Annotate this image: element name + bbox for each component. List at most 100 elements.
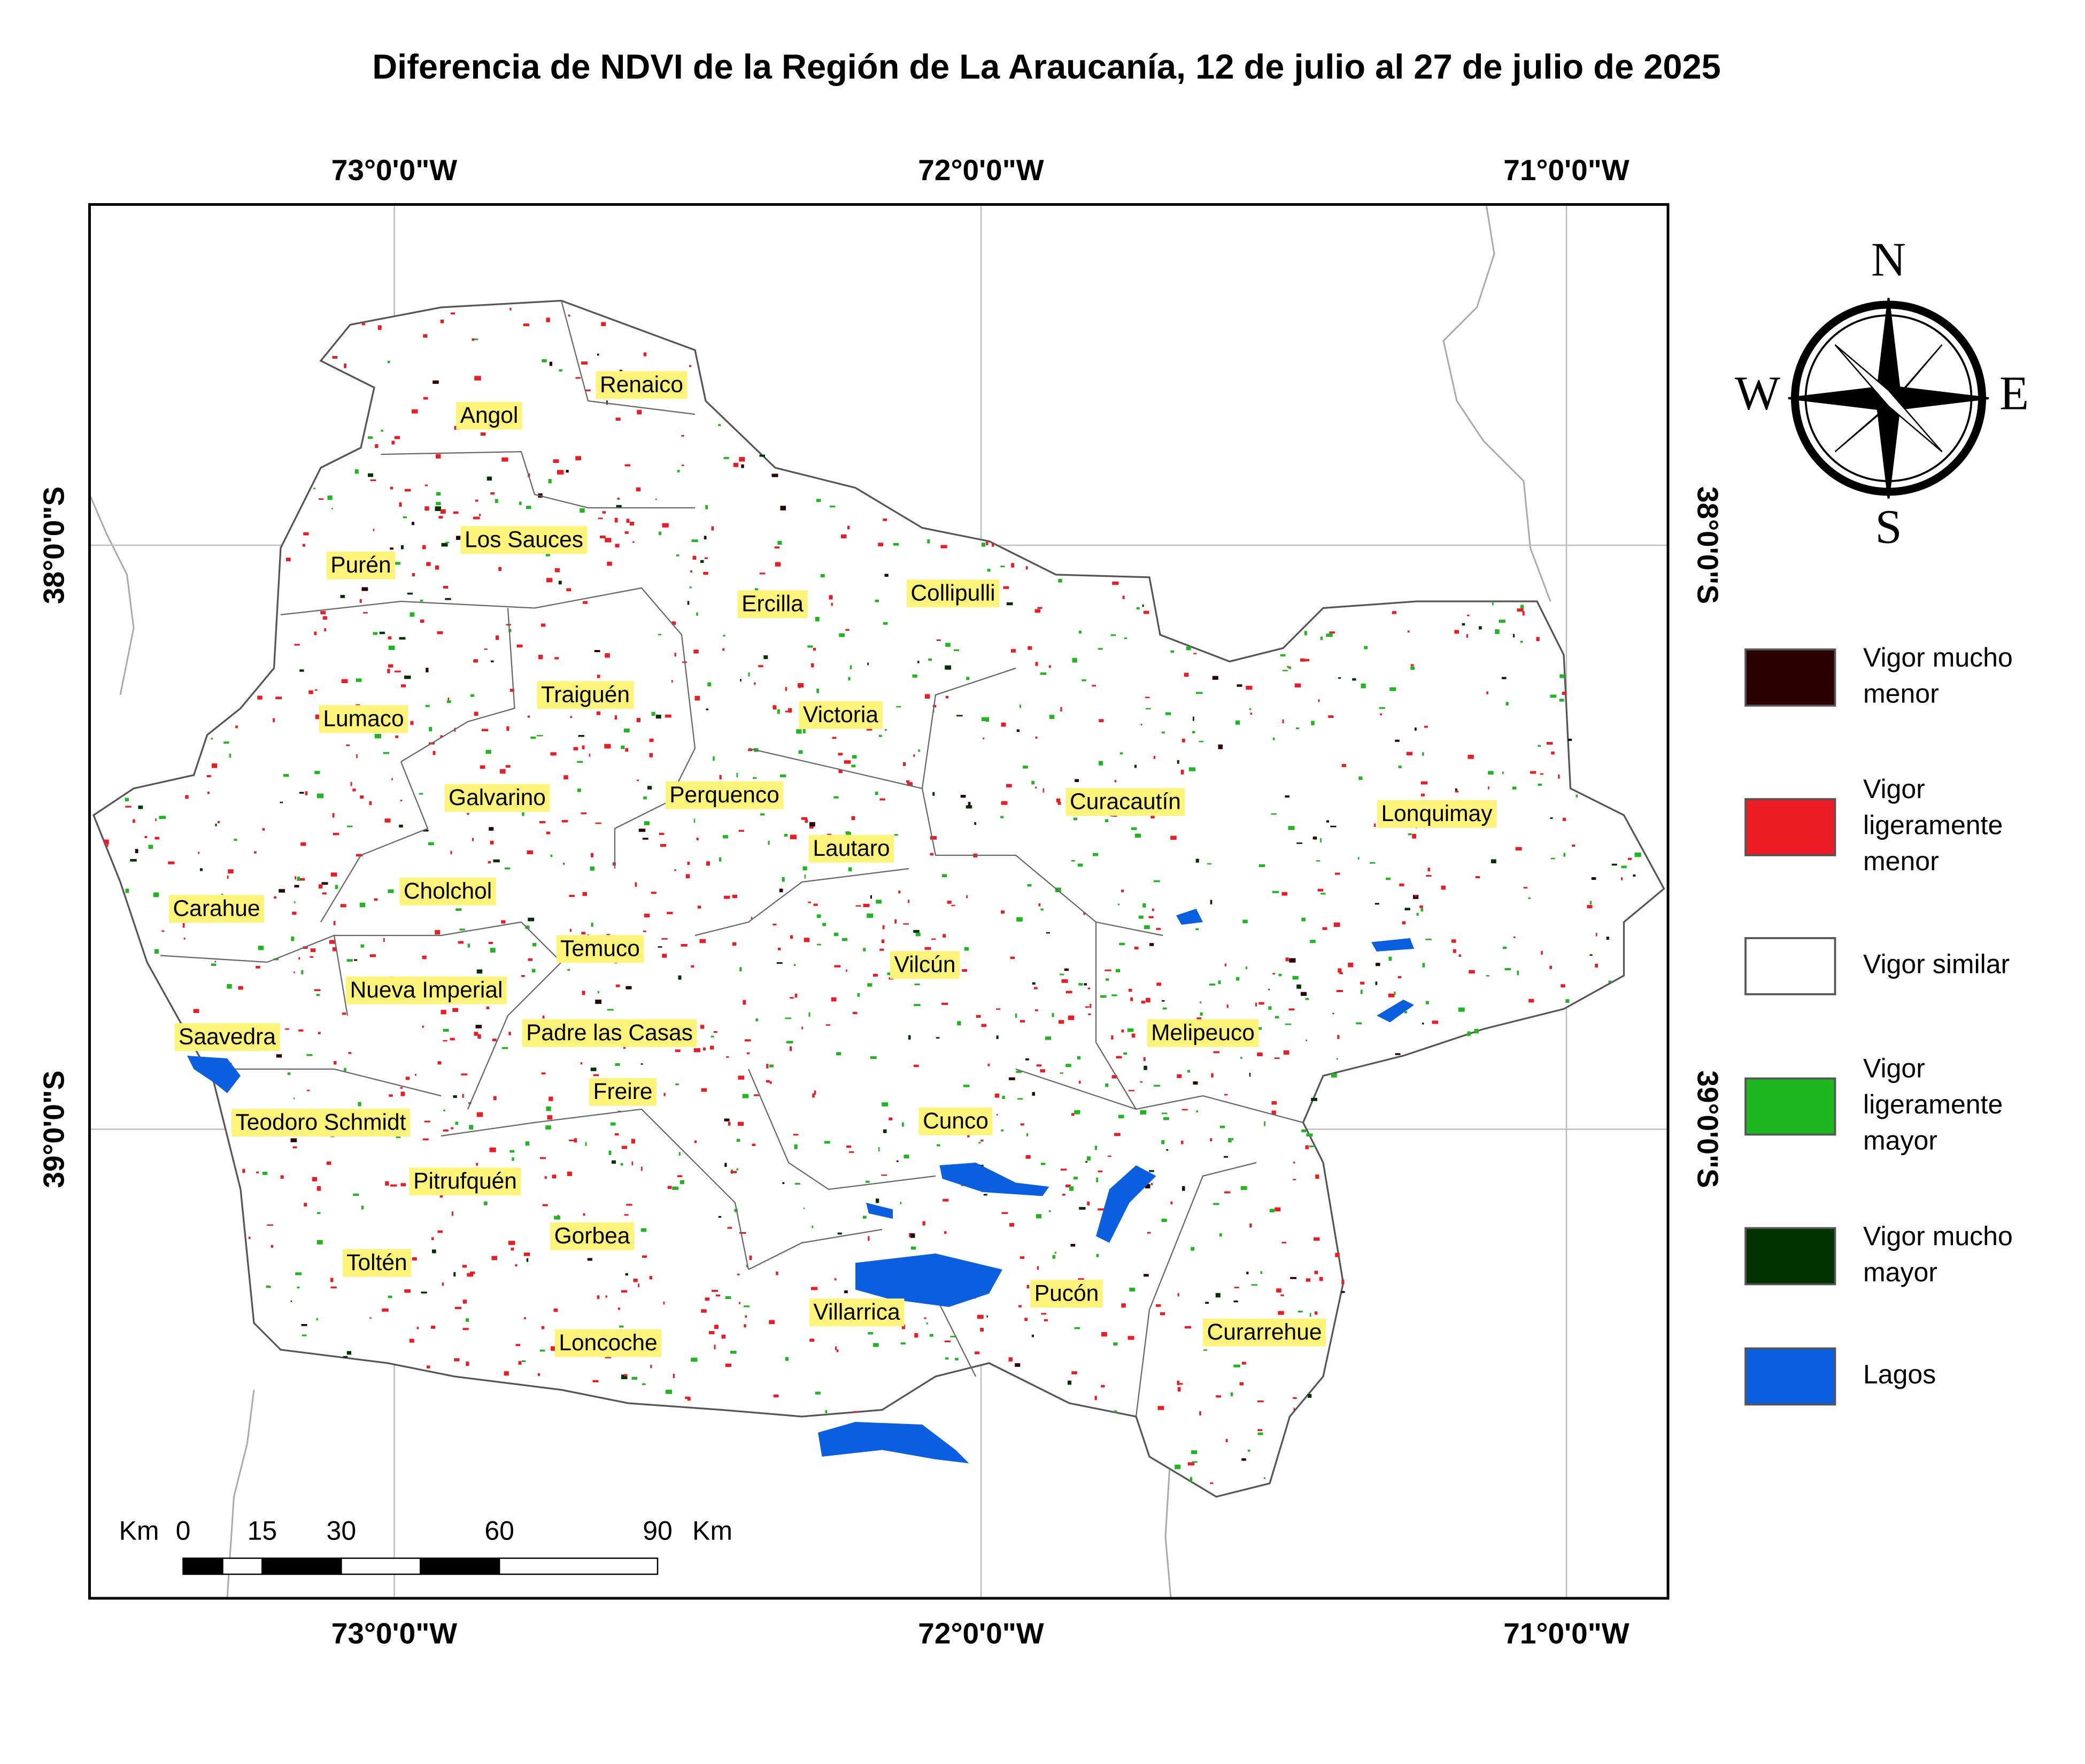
ndvi-patch — [707, 682, 712, 686]
ndvi-patch — [782, 877, 785, 882]
ndvi-patch — [1549, 965, 1553, 969]
ndvi-patch — [294, 644, 300, 646]
ndvi-patch — [354, 959, 358, 961]
ndvi-patch — [967, 1133, 970, 1138]
ndvi-patch — [581, 812, 587, 815]
ndvi-patch — [913, 930, 920, 933]
ndvi-patch — [332, 356, 337, 359]
commune-border — [280, 587, 682, 636]
ndvi-patch — [280, 1175, 284, 1179]
ndvi-patch — [476, 1112, 483, 1117]
ndvi-patch — [322, 892, 327, 895]
ndvi-patch — [1236, 977, 1240, 981]
ndvi-patch — [718, 424, 721, 426]
ndvi-patch — [621, 1374, 628, 1379]
ndvi-patch — [879, 798, 885, 801]
ndvi-patch — [632, 541, 635, 543]
ndvi-patch — [490, 840, 494, 845]
legend-label: ligeramente — [1863, 1089, 2003, 1119]
river-line — [226, 1389, 255, 1599]
ndvi-patch — [1170, 835, 1177, 840]
ndvi-patch — [1422, 1023, 1424, 1025]
ndvi-patch — [1077, 863, 1083, 867]
ndvi-patch — [375, 444, 379, 448]
ndvi-patch — [435, 930, 440, 935]
ndvi-patch — [751, 917, 753, 919]
ndvi-patch — [1281, 1242, 1286, 1243]
commune-label: Teodoro Schmidt — [236, 1110, 406, 1135]
ndvi-patch — [1233, 1364, 1240, 1367]
ndvi-patch — [1038, 903, 1041, 907]
ndvi-patch — [470, 1271, 475, 1274]
ndvi-patch — [303, 532, 309, 536]
ndvi-patch — [1121, 889, 1124, 893]
ndvi-patch — [1335, 872, 1340, 875]
label-background — [808, 834, 894, 863]
ndvi-patch — [421, 1291, 427, 1294]
ndvi-patch — [302, 1334, 307, 1336]
ndvi-patch — [747, 1052, 750, 1055]
legend-swatch — [1744, 798, 1836, 856]
commune-label-group: Gorbea — [550, 1222, 635, 1250]
ndvi-patch — [1426, 875, 1432, 877]
ndvi-patch — [1369, 862, 1376, 864]
ndvi-patch — [954, 649, 959, 651]
ndvi-patch — [410, 612, 415, 617]
ndvi-patch — [257, 695, 262, 700]
ndvi-patch — [1296, 984, 1301, 989]
ndvi-patch — [1082, 679, 1086, 682]
ndvi-patch — [155, 949, 159, 954]
ndvi-patch — [451, 1127, 454, 1129]
ndvi-patch — [875, 599, 879, 602]
ndvi-patch — [452, 1211, 453, 1216]
ndvi-patch — [631, 1161, 634, 1165]
ndvi-patch — [1407, 630, 1410, 633]
ndvi-patch — [1499, 620, 1505, 623]
ndvi-patch — [1150, 1183, 1153, 1186]
ndvi-patch — [1337, 1035, 1340, 1039]
ndvi-patch — [624, 729, 630, 733]
ndvi-patch — [1504, 968, 1511, 971]
ndvi-patch — [280, 801, 283, 803]
ndvi-patch — [769, 1064, 774, 1067]
ndvi-patch — [1016, 917, 1023, 922]
ndvi-patch — [1078, 983, 1083, 986]
ndvi-patch — [1154, 1085, 1160, 1087]
ndvi-patch — [432, 1249, 436, 1254]
ndvi-patch — [585, 1142, 587, 1146]
ndvi-patch — [945, 696, 949, 699]
ndvi-patch — [582, 892, 587, 896]
ndvi-patch — [914, 1333, 918, 1338]
compass-south: S — [1875, 501, 1902, 554]
ndvi-patch — [601, 322, 606, 326]
ndvi-patch — [910, 1247, 916, 1250]
ndvi-patch — [748, 672, 750, 677]
ndvi-patch — [1062, 1194, 1065, 1196]
ndvi-patch — [883, 1129, 887, 1133]
ndvi-patch — [1590, 901, 1592, 904]
ndvi-patch — [1031, 1334, 1034, 1337]
legend-label: mayor — [1863, 1257, 1937, 1287]
ndvi-patch — [1275, 1016, 1279, 1019]
ndvi-patch — [842, 938, 847, 941]
scale-segment — [261, 1557, 342, 1575]
ndvi-patch — [1311, 721, 1315, 725]
ndvi-patch — [705, 1297, 710, 1301]
ndvi-patch — [930, 853, 933, 856]
ndvi-patch — [1210, 1138, 1213, 1142]
ndvi-patch — [719, 857, 722, 862]
ndvi-patch — [469, 1125, 473, 1129]
ndvi-patch — [443, 1129, 449, 1132]
ndvi-patch — [1087, 1201, 1090, 1205]
ndvi-patch — [491, 1256, 497, 1260]
ndvi-patch — [1388, 993, 1395, 997]
ndvi-patch — [206, 775, 211, 777]
ndvi-patch — [1128, 1336, 1134, 1340]
commune-label-group: Curacautín — [1065, 788, 1185, 816]
commune-label: Lonquimay — [1381, 801, 1493, 826]
ndvi-patch — [1226, 1004, 1229, 1008]
ndvi-patch — [274, 896, 276, 899]
ndvi-patch — [262, 828, 265, 831]
ndvi-patch — [474, 711, 478, 716]
